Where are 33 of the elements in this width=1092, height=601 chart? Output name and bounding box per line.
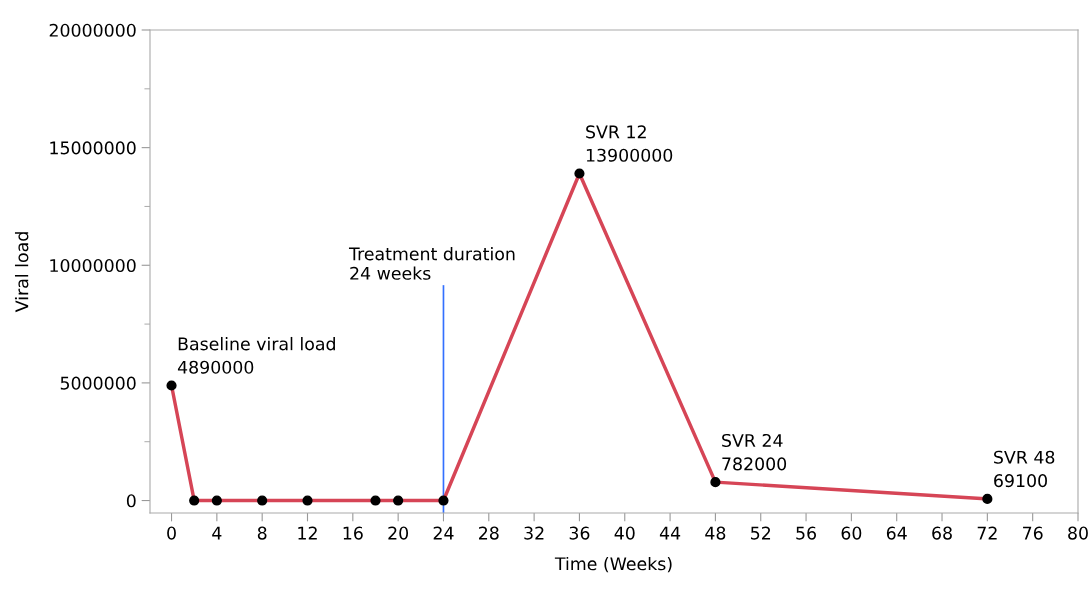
y-tick-label: 0	[126, 494, 136, 508]
x-tick-label: 20	[388, 526, 409, 540]
y-tick-label: 10000000	[50, 258, 136, 273]
x-tick-label: 52	[751, 526, 771, 540]
annotation: SVR 12 13900000	[586, 125, 673, 162]
x-tick-label: 40	[614, 526, 635, 540]
x-tick-label: 0	[167, 526, 176, 540]
x-tick-label: 12	[298, 526, 317, 540]
x-tick-label: 80	[1068, 526, 1088, 540]
annotation: Baseline viral load 4890000	[177, 336, 335, 374]
ref-line-label: Treatment duration 24 weeks	[348, 246, 515, 280]
y-tick-label: 20000000	[49, 23, 136, 37]
y-tick-label: 15000000	[50, 141, 136, 155]
x-tick-label: 16	[343, 526, 363, 540]
x-tick-label: 8	[257, 526, 267, 540]
annotation: SVR 24 782000	[722, 433, 787, 471]
x-tick-label: 4	[212, 526, 222, 540]
x-tick-label: 28	[479, 526, 499, 540]
x-axis-title: Time (Weeks)	[554, 556, 672, 573]
x-tick-label: 48	[705, 526, 726, 540]
x-tick-label: 44	[659, 526, 681, 540]
x-tick-label: 68	[932, 526, 952, 540]
annotation: SVR 48 69100	[994, 450, 1055, 488]
x-tick-label: 76	[1023, 526, 1043, 540]
x-tick-label: 36	[569, 526, 590, 540]
x-tick-label: 56	[796, 526, 817, 540]
x-tick-label: 60	[841, 526, 862, 540]
x-tick-label: 32	[524, 526, 544, 540]
y-tick-label: 5000000	[60, 376, 136, 390]
y-axis-title: Viral load	[14, 232, 29, 313]
x-tick-label: 24	[433, 526, 454, 540]
x-tick-label: 72	[977, 526, 997, 540]
x-tick-label: 64	[886, 526, 907, 540]
